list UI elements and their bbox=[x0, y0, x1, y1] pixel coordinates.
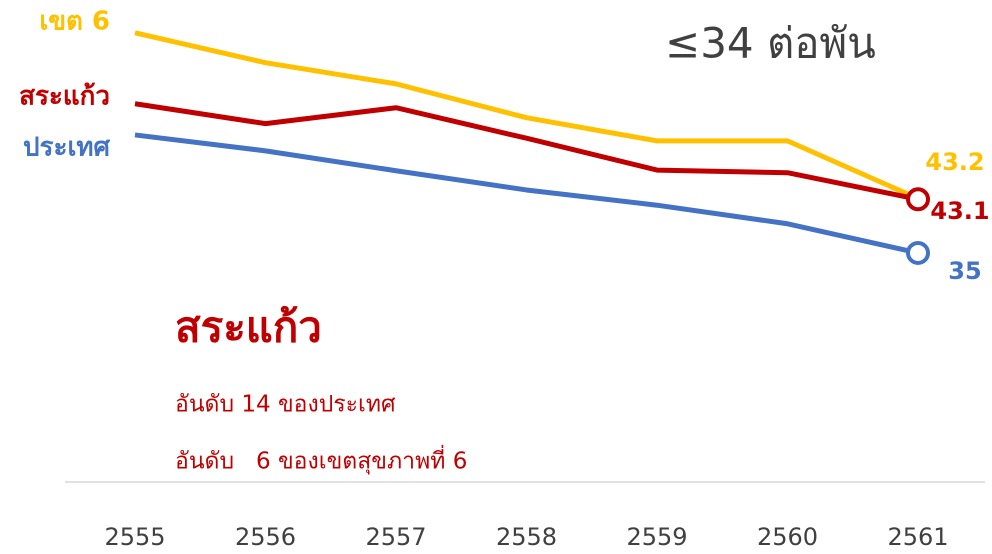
x-tick-label: 2557 bbox=[365, 523, 426, 551]
x-tick-label: 2561 bbox=[887, 523, 948, 551]
series-line bbox=[134, 101, 919, 202]
end-marker bbox=[906, 240, 930, 265]
series-name: ประเทศ bbox=[23, 133, 110, 163]
data-label: 43.1 bbox=[930, 197, 989, 225]
series-line bbox=[134, 30, 920, 201]
x-tick-label: 2558 bbox=[496, 523, 557, 551]
data-label: 43.2 bbox=[925, 148, 984, 176]
series-line bbox=[134, 132, 919, 256]
data-label: 35 bbox=[948, 257, 981, 285]
rank-note: อันดับ 6 ของเขตสุขภาพที่ 6 bbox=[175, 445, 467, 475]
target-annotation: ≤34 ต่อพัน bbox=[665, 19, 876, 68]
series-name: สระแก้ว bbox=[19, 82, 110, 112]
x-tick-label: 2556 bbox=[235, 523, 296, 551]
rank-note: อันดับ 14 ของประเทศ bbox=[175, 392, 396, 418]
series-name: เขต 6 bbox=[39, 7, 110, 37]
x-tick-label: 2559 bbox=[626, 523, 687, 551]
x-tick-label: 2555 bbox=[104, 523, 165, 551]
end-marker bbox=[906, 187, 930, 212]
x-tick-label: 2560 bbox=[757, 523, 818, 551]
province-title: สระแก้ว bbox=[175, 303, 322, 352]
